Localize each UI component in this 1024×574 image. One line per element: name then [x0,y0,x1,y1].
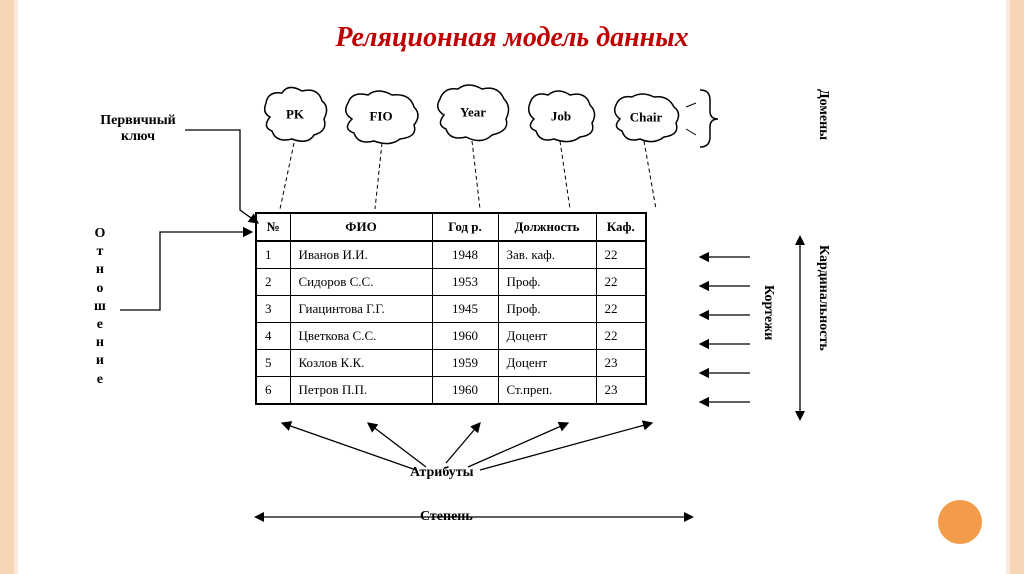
col-header: Год р. [432,213,498,241]
table-cell: 1 [256,241,290,269]
label-primary-key: Первичный ключ [88,113,188,145]
label-text: Первичный ключ [100,113,175,144]
cloud-label: Job [524,109,598,125]
table-cell: Сидоров С.С. [290,269,432,296]
cloud-label: Chair [610,110,682,126]
label-relation: Отношение [94,225,106,389]
table-cell: 22 [596,269,646,296]
table-row: 5Козлов К.К.1959Доцент23 [256,350,646,377]
slide-title: Реляционная модель данных [0,22,1024,54]
table-header-row: № ФИО Год р. Должность Каф. [256,213,646,241]
table-cell: 2 [256,269,290,296]
table-cell: 23 [596,350,646,377]
domain-cloud-job: Job [524,89,598,145]
table-cell: 22 [596,323,646,350]
label-attributes: Атрибуты [410,465,474,481]
table-cell: 1953 [432,269,498,296]
table-cell: 1959 [432,350,498,377]
table-cell: 5 [256,350,290,377]
cloud-label: FIO [340,109,422,125]
slide-border-right-inner [1006,0,1010,574]
relation-vertical-text: Отношение [94,225,106,389]
table-cell: Проф. [498,269,596,296]
table-cell: Зав. каф. [498,241,596,269]
table-cell: 1945 [432,296,498,323]
table-cell: Ст.преп. [498,377,596,405]
domain-cloud-pk: PK [260,85,330,145]
table-cell: 22 [596,296,646,323]
table-cell: Петров П.П. [290,377,432,405]
table-cell: 3 [256,296,290,323]
label-cardinality: Кардинальность [815,245,831,351]
col-header: Должность [498,213,596,241]
col-header: ФИО [290,213,432,241]
domain-cloud-year: Year [434,83,512,143]
table-cell: 1960 [432,323,498,350]
slide-border-left-inner [14,0,18,574]
table-cell: 23 [596,377,646,405]
relation-table: № ФИО Год р. Должность Каф. 1Иванов И.И.… [255,212,647,405]
table-cell: Иванов И.И. [290,241,432,269]
table-row: 1Иванов И.И.1948Зав. каф.22 [256,241,646,269]
table-row: 3Гиацинтова Г.Г.1945Проф.22 [256,296,646,323]
table-row: 4Цветкова С.С.1960Доцент22 [256,323,646,350]
col-header: № [256,213,290,241]
table-cell: Проф. [498,296,596,323]
table-cell: Козлов К.К. [290,350,432,377]
slide-border-left [0,0,14,574]
table-row: 2Сидоров С.С.1953Проф.22 [256,269,646,296]
table-cell: Доцент [498,323,596,350]
cloud-label: PK [260,107,330,123]
table-cell: 22 [596,241,646,269]
label-domains: Домены [815,89,831,140]
table-cell: Цветкова С.С. [290,323,432,350]
label-degree: Степень [420,509,473,525]
table-cell: 4 [256,323,290,350]
table-cell: 1960 [432,377,498,405]
table-row: 6Петров П.П.1960Ст.преп.23 [256,377,646,405]
domain-cloud-chair: Chair [610,93,682,143]
domain-cloud-fio: FIO [340,89,422,145]
table-cell: Гиацинтова Г.Г. [290,296,432,323]
cloud-label: Year [434,105,512,121]
table-cell: 6 [256,377,290,405]
slide-border-right [1010,0,1024,574]
label-tuples: Кортежи [760,285,776,340]
table-cell: 1948 [432,241,498,269]
relational-model-diagram: PK FIO Year Job Chair Первичный ключ Отн… [100,85,930,530]
accent-dot [938,500,982,544]
col-header: Каф. [596,213,646,241]
table-cell: Доцент [498,350,596,377]
